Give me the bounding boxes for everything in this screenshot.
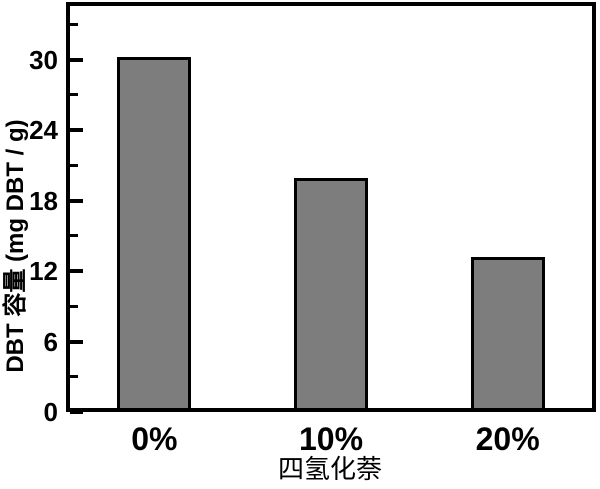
y-major-tick — [70, 57, 83, 62]
y-major-tick — [70, 128, 83, 133]
y-tick-label: 0 — [43, 397, 58, 427]
y-tick-label: 12 — [29, 256, 58, 287]
y-major-tick — [70, 339, 83, 344]
x-tick-label: 0% — [131, 421, 178, 457]
y-minor-tick — [70, 375, 78, 379]
bar — [470, 256, 545, 411]
x-tick-label: 20% — [475, 421, 540, 457]
x-tick-label: 10% — [298, 421, 364, 457]
y-tick-label: 18 — [29, 185, 58, 216]
bar — [117, 57, 192, 411]
y-tick-label: 24 — [29, 115, 58, 146]
y-minor-tick — [70, 93, 78, 97]
y-minor-tick — [70, 163, 78, 167]
y-major-tick — [70, 269, 83, 274]
y-minor-tick — [70, 304, 78, 308]
x-axis-title: 四氢化萘 — [277, 454, 382, 484]
bar — [294, 178, 368, 411]
y-tick-label: 6 — [43, 326, 58, 357]
y-major-tick — [70, 410, 83, 414]
y-major-tick — [70, 198, 83, 203]
y-tick-label: 30 — [29, 44, 58, 75]
y-minor-tick — [70, 234, 78, 238]
y-minor-tick — [70, 22, 78, 26]
